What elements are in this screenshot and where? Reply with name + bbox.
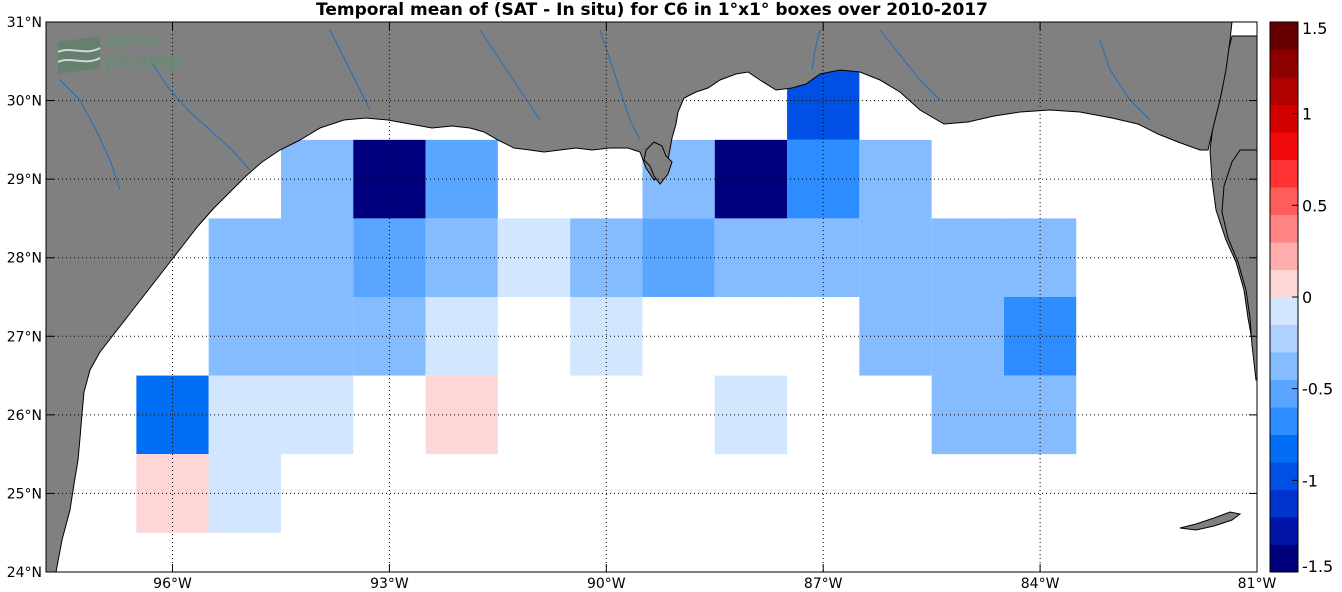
cell-33: [931, 375, 1004, 455]
colorbar-swatch-6: [1270, 379, 1298, 408]
cell-13: [425, 139, 498, 219]
colorbar-swatch-15: [1270, 132, 1298, 160]
xtick-label-3: 87°W: [804, 576, 843, 592]
xtick-label-2: 90°W: [587, 576, 626, 592]
cell-26: [787, 139, 860, 219]
cell-28: [859, 139, 932, 219]
colorbar-swatch-2: [1270, 489, 1298, 518]
colorbar-tick-label-5: -1: [1302, 471, 1318, 490]
cell-15: [425, 297, 498, 376]
cell-1: [136, 454, 209, 533]
ytick-label-0: 24°N: [7, 565, 42, 581]
xtick-label-0: 96°W: [153, 576, 192, 592]
colorbar-swatch-5: [1270, 407, 1298, 435]
ytick-label-4: 28°N: [7, 251, 42, 267]
cell-4: [208, 375, 281, 455]
ytick-label-5: 29°N: [7, 172, 42, 188]
land-layer: [46, 22, 1257, 572]
cell-7: [280, 218, 354, 297]
colorbar-tick-label-6: -1.5: [1302, 557, 1333, 576]
cell-9: [280, 375, 354, 455]
colorbar-tick-label-3: 0: [1302, 288, 1312, 307]
colorbar-tick-label-0: 1.5: [1302, 19, 1327, 38]
colorbar-swatch-3: [1270, 462, 1298, 490]
colorbar-swatch-8: [1270, 324, 1298, 353]
cell-16: [425, 375, 498, 455]
map-frame: [45, 21, 1258, 573]
colorbar-swatch-10: [1270, 269, 1298, 298]
cell-27: [787, 218, 860, 297]
x-axis-ticks: 96°W 93°W 90°W 87°W 84°W 81°W: [153, 22, 1276, 592]
cell-10: [353, 139, 426, 219]
river-1: [149, 59, 251, 171]
smos-pimep-logo: smos pi-mep: [56, 30, 196, 78]
colorbar-swatch-4: [1270, 434, 1298, 463]
xtick-label-4: 84°W: [1021, 576, 1060, 592]
xtick-label-1: 93°W: [370, 576, 409, 592]
colorbar-tick-label-2: 0.5: [1302, 196, 1327, 215]
colorbar-swatch-18: [1270, 49, 1298, 78]
land-gulf-coast: [46, 22, 1233, 572]
y-axis-ticks: 24°N 25°N 26°N 27°N 28°N 29°N 30°N 31°N: [7, 15, 1257, 581]
logo-line2: pi-mep: [104, 49, 183, 73]
cell-29: [859, 218, 932, 297]
cell-8: [280, 297, 354, 376]
cell-6: [280, 139, 354, 219]
ytick-label-1: 25°N: [7, 486, 42, 502]
cell-2: [208, 218, 281, 297]
land-north: [46, 22, 1257, 351]
land-keys: [1179, 511, 1242, 531]
cell-31: [931, 218, 1004, 297]
river-7: [879, 29, 941, 101]
land-florida: [1221, 149, 1257, 381]
ytick-label-7: 31°N: [7, 15, 42, 31]
logo-mark-icon: [57, 36, 101, 74]
cell-32: [931, 297, 1004, 376]
cell-3: [208, 297, 281, 376]
cell-30: [859, 297, 932, 376]
colorbar-swatch-13: [1270, 187, 1298, 215]
colorbar-swatch-0: [1270, 544, 1298, 573]
ytick-label-3: 27°N: [7, 329, 42, 345]
cell-34: [1003, 218, 1077, 297]
ytick-label-6: 30°N: [7, 94, 42, 110]
colorbar-swatch-14: [1270, 159, 1298, 188]
colorbar: 1.5 1 0.5 0 -0.5 -1 -1.5: [1269, 19, 1333, 576]
colorbar-tick-label-1: 1: [1302, 105, 1312, 124]
river-2: [59, 79, 121, 191]
colorbar-swatch-16: [1270, 104, 1298, 133]
cell-11: [353, 218, 426, 297]
colorbar-tick-label-4: -0.5: [1302, 380, 1333, 399]
colorbar-swatch-12: [1270, 214, 1298, 243]
river-6: [811, 29, 821, 71]
logo-line1: smos: [106, 30, 159, 51]
river-3: [329, 29, 371, 111]
page-title: Temporal mean of (SAT - In situ) for C6 …: [316, 0, 988, 20]
xtick-label-5: 81°W: [1238, 576, 1277, 592]
colorbar-swatch-17: [1270, 77, 1298, 105]
cell-5: [208, 454, 281, 533]
colorbar-swatch-7: [1270, 352, 1298, 380]
colorbar-swatch-19: [1270, 22, 1298, 50]
colorbar-swatch-11: [1270, 242, 1298, 270]
colorbar-swatch-1: [1270, 517, 1298, 545]
land-delta: [643, 141, 673, 185]
colorbar-swatch-9: [1270, 297, 1298, 325]
river-4: [479, 29, 541, 121]
ytick-label-2: 26°N: [7, 408, 42, 424]
cell-14: [425, 218, 498, 297]
rivers-layer: [59, 29, 1151, 191]
river-8: [1099, 39, 1151, 121]
